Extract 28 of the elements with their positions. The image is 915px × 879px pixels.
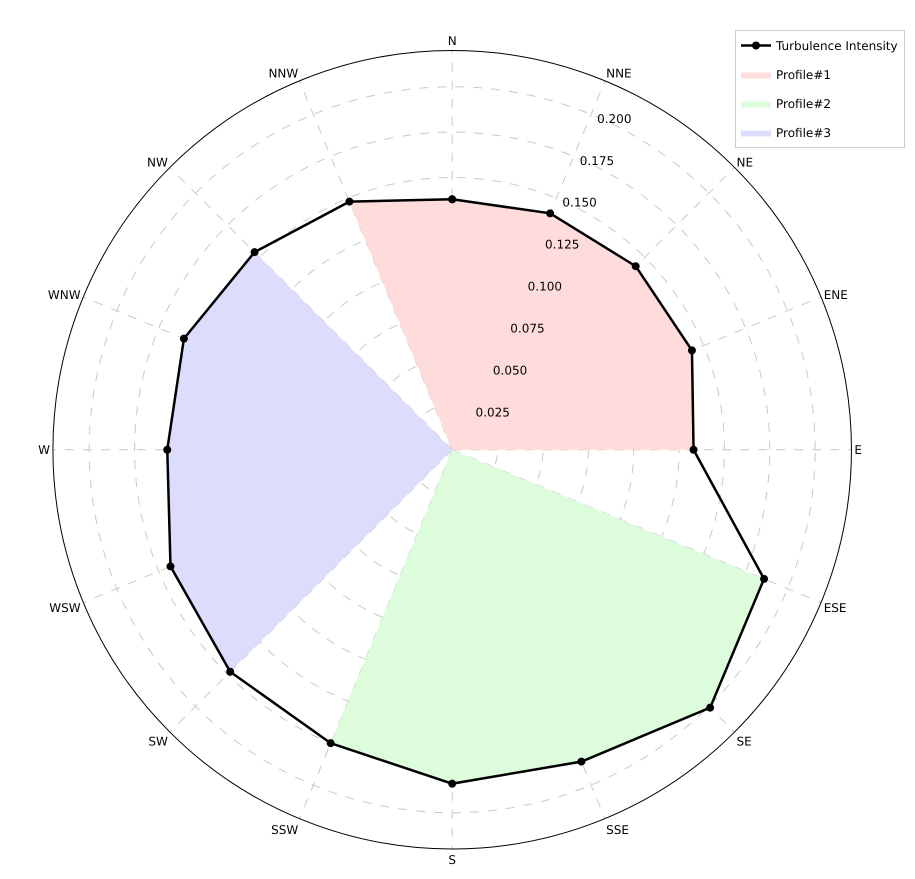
spoke-label: NNW: [268, 66, 298, 81]
legend-label: Profile#1: [776, 68, 832, 82]
spoke-label: ESE: [824, 601, 847, 616]
spoke-label: N: [448, 34, 457, 48]
spoke-label: S: [448, 852, 456, 867]
spoke-label: ENE: [824, 288, 848, 302]
y-tick-label: 0.025: [476, 405, 510, 420]
spoke-label: NE: [736, 156, 754, 170]
spoke-label: SE: [736, 734, 752, 749]
y-tick-label: 0.075: [510, 321, 545, 336]
y-tick-label: 0.200: [597, 112, 632, 126]
spoke-label: NNE: [606, 66, 632, 81]
y-tick-label: 0.175: [580, 154, 614, 168]
legend-label: Profile#3: [776, 126, 832, 140]
spoke-label: WNW: [48, 288, 81, 302]
spoke-label: SSW: [271, 822, 298, 837]
spoke-label: SW: [148, 734, 168, 749]
legend-label: Turbulence Intensity: [775, 39, 898, 54]
y-tick-label: 0.125: [545, 238, 580, 252]
spoke-label: SSE: [606, 822, 629, 837]
spoke-label: NW: [146, 156, 168, 170]
y-tick-label: 0.050: [492, 363, 528, 378]
spoke-label: E: [854, 442, 862, 457]
legend-label: Profile#2: [776, 97, 832, 112]
y-tick-label: 0.150: [562, 196, 597, 210]
spoke-label: WSW: [49, 601, 81, 616]
spoke-label: W: [38, 442, 50, 457]
y-tick-label: 0.100: [528, 280, 562, 294]
